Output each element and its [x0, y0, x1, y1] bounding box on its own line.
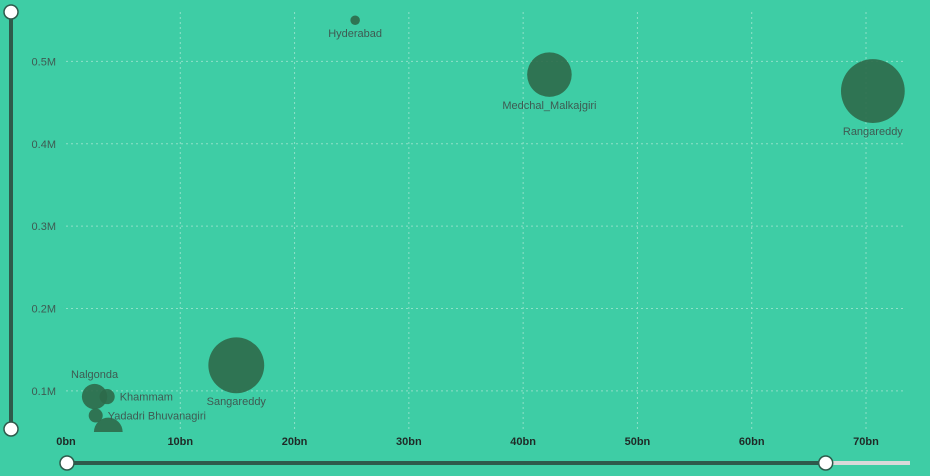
bubble-point[interactable] [93, 417, 123, 447]
x-tick-label: 70bn [853, 436, 879, 448]
bubble-data-label: Rangareddy [843, 126, 903, 138]
y-tick-label: 0.4M [32, 139, 56, 151]
bubbles-group [81, 15, 905, 447]
bubble-data-label: Yadadri Bhuvanagiri [108, 411, 206, 423]
bubble-point[interactable] [350, 15, 360, 25]
x-tick-label: 0bn [56, 436, 76, 448]
y-tick-label: 0.2M [32, 303, 56, 315]
y-range-slider-start-handle[interactable] [3, 421, 19, 437]
bubble-data-label: Sangareddy [207, 396, 267, 408]
bubble-point[interactable] [527, 52, 572, 97]
x-tick-label: 40bn [510, 436, 536, 448]
y-range-slider-end-handle[interactable] [3, 4, 19, 20]
bubble-data-label: Khammam [120, 392, 173, 404]
x-tick-label: 10bn [167, 436, 193, 448]
bubble-point[interactable] [88, 408, 103, 423]
x-tick-label: 60bn [739, 436, 765, 448]
bubble-data-label: Nalgonda [71, 369, 119, 381]
x-tick-label: 50bn [625, 436, 651, 448]
bubble-point[interactable] [208, 337, 265, 394]
y-tick-label: 0.3M [32, 221, 56, 233]
y-tick-label: 0.1M [32, 386, 56, 398]
x-tick-label: 20bn [282, 436, 308, 448]
bubble-data-label: Medchal_Malkajgiri [502, 100, 596, 112]
bubble-data-label: Hyderabad [328, 28, 382, 40]
x-tick-label: 30bn [396, 436, 422, 448]
bubble-point[interactable] [99, 389, 115, 405]
y-tick-label: 0.5M [32, 56, 56, 68]
x-range-slider-start-handle[interactable] [59, 455, 75, 471]
bubble-point[interactable] [840, 59, 905, 123]
x-range-slider-end-handle[interactable] [817, 455, 834, 471]
bubble-point[interactable] [81, 383, 108, 410]
